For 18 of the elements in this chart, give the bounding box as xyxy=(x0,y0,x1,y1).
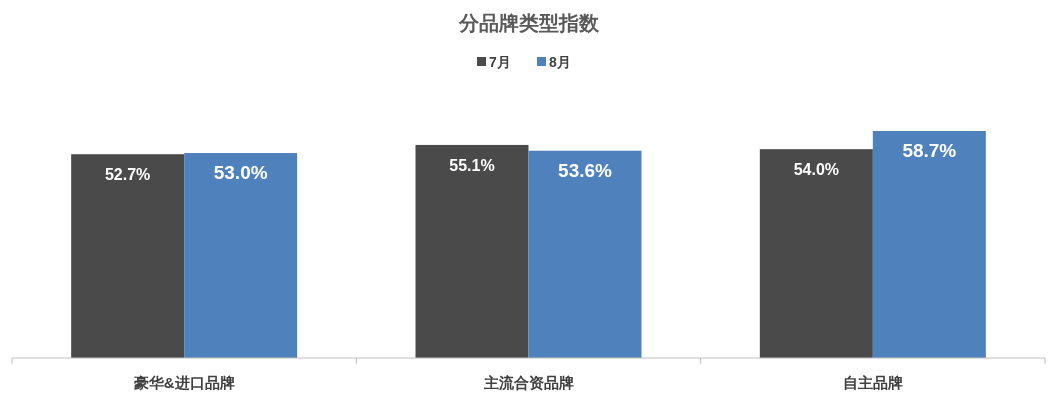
data-label: 53.0% xyxy=(213,162,268,184)
chart-title: 分品牌类型指数 xyxy=(458,12,600,34)
bar xyxy=(184,153,298,358)
x-tick-label: 豪华&进口品牌 xyxy=(132,374,235,391)
data-label: 52.7% xyxy=(104,166,151,184)
bar xyxy=(759,149,873,358)
data-label: 54.0% xyxy=(793,161,840,179)
data-label: 58.7% xyxy=(902,140,957,161)
bar xyxy=(71,154,185,358)
legend-label: 7月 xyxy=(489,54,511,70)
x-tick-label: 主流合资品牌 xyxy=(482,374,574,391)
bar xyxy=(872,131,986,358)
data-label: 55.1% xyxy=(449,156,495,174)
bar xyxy=(415,144,529,358)
legend-label: 8月 xyxy=(549,54,571,70)
data-label: 53.6% xyxy=(558,159,613,181)
x-tick-label: 自主品牌 xyxy=(842,374,903,391)
bar xyxy=(528,150,642,358)
